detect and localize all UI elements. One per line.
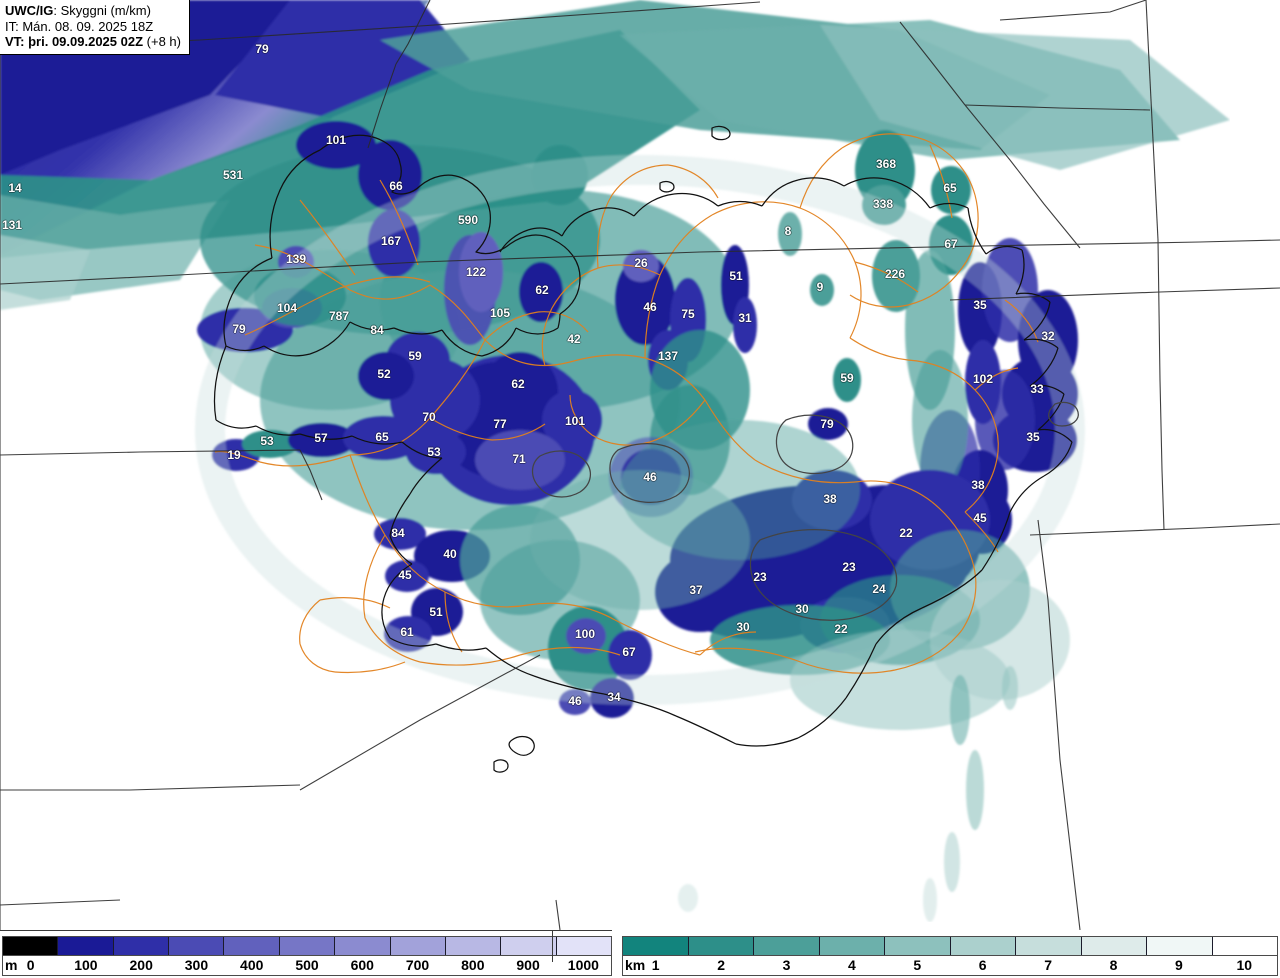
colorbar-swatch (754, 937, 820, 955)
colorbar-swatch (335, 937, 391, 955)
colorbar-swatch (169, 937, 225, 955)
model-name: UWC/IG (5, 3, 54, 18)
colorbar-tick-label: 100 (74, 957, 98, 973)
legend-strip: m 0 100 200 300 400 500 600 700 800 900 1000 km 1 2… (0, 930, 1280, 978)
colorbar-swatch (819, 937, 885, 955)
colorbar-swatch (58, 937, 114, 955)
colorbar-tick-label: 1000 (567, 957, 599, 973)
precip-unit-label: m (5, 957, 18, 973)
colorbar-swatch (224, 937, 280, 955)
colorbar-tick-label: 900 (516, 957, 540, 973)
colorbar-tick-label: 9 (1174, 957, 1183, 973)
colorbar-tick-label: 2 (717, 957, 725, 973)
colorbar-tick-label: 600 (350, 957, 374, 973)
forecast-info-box: UWC/IG: Skyggni (m/km) IT: Mán. 08. 09. … (0, 0, 190, 55)
colorbar-tick-label: 7 (1044, 957, 1052, 973)
colorbar-precipitation[interactable]: m 0 100 200 300 400 500 600 700 800 900 1000 (2, 936, 612, 976)
colorbar-tick-label: 5 (913, 957, 922, 973)
colorbar-tick-label: 300 (184, 957, 209, 973)
colorbar-pointer-horizontal (0, 930, 612, 931)
colorbar-swatch (113, 937, 170, 955)
colorbar-swatch (950, 937, 1016, 955)
road-network (214, 133, 1039, 674)
info-line-parameter: UWC/IG: Skyggni (m/km) (5, 3, 181, 19)
colorbar-swatch (1081, 937, 1147, 955)
colorbar-tick-label: 400 (240, 957, 264, 973)
colorbar-swatch (623, 937, 689, 955)
colorbar-swatch (1212, 937, 1277, 955)
lead-time: (+8 h) (143, 34, 181, 49)
colorbar-tick-label: 800 (461, 957, 485, 973)
colorbar-tick-label: 500 (295, 957, 319, 973)
colorbar-swatch (501, 937, 557, 955)
colorbar-swatch (1016, 937, 1082, 955)
visibility-unit-label: km (625, 957, 646, 973)
colorbar-tick-label: 6 (978, 957, 987, 973)
colorbar-tick-label: 200 (129, 957, 153, 973)
colorbar-tick-label: 4 (847, 957, 856, 973)
colorbar-swatch (556, 937, 611, 955)
colorbar-visibility-swatches (623, 937, 1277, 956)
colorbar-precipitation-swatches (3, 937, 611, 956)
colorbar-visibility[interactable]: km 1 2 3 4 5 6 7 8 9 10 (622, 936, 1278, 976)
colorbar-visibility-ticks: km 1 2 3 4 5 6 7 8 9 10 (623, 956, 1277, 975)
colorbar-tick-label: 3 (782, 957, 791, 973)
map-raster (0, 0, 1280, 930)
colorbar-swatch (1147, 937, 1213, 955)
colorbar-swatch (390, 937, 446, 955)
precipitation-field (0, 0, 1230, 922)
map-canvas[interactable]: 79 14 131 101 531 66 590 167 139 122 104 787 84 79 59 5… (0, 0, 1280, 930)
info-line-init-time: IT: Mán. 08. 09. 2025 18Z (5, 18, 154, 34)
parameter-name: : Skyggni (m/km) (53, 3, 151, 18)
colorbar-tick-label: 0 (26, 957, 35, 973)
colorbar-tick-label: 1 (651, 957, 660, 973)
colorbar-swatch (688, 937, 754, 955)
colorbar-swatch (3, 937, 59, 955)
valid-time: VT: þri. 09.09.2025 02Z (5, 34, 144, 49)
colorbar-tick-label: 8 (1109, 957, 1118, 973)
coastline (213, 125, 1079, 773)
colorbar-pointer-vertical (552, 930, 553, 962)
colorbar-swatch (279, 937, 336, 955)
graticule (0, 0, 1280, 930)
colorbar-swatch (445, 937, 502, 955)
colorbar-tick-label: 10 (1236, 957, 1253, 973)
info-line-valid-time: VT: þri. 09.09.2025 02Z (+8 h) (5, 34, 181, 50)
colorbar-tick-label: 700 (405, 957, 430, 973)
colorbar-swatch (885, 937, 951, 955)
colorbar-precipitation-ticks: m 0 100 200 300 400 500 600 700 800 900 1000 (3, 956, 611, 975)
